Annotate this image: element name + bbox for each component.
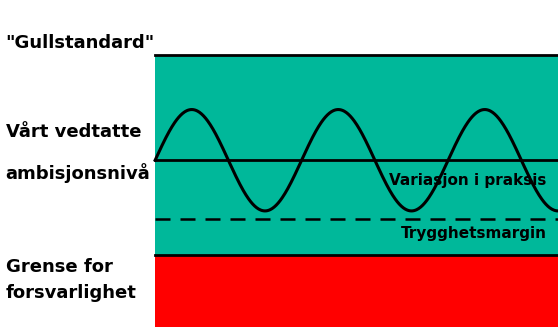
Text: Variasjon i praksis: Variasjon i praksis — [389, 173, 547, 188]
Text: "Gullstandard": "Gullstandard" — [6, 34, 155, 52]
Text: ambisjonsnivå: ambisjonsnivå — [6, 164, 150, 183]
Text: Trygghetsmargin: Trygghetsmargin — [401, 226, 547, 241]
Text: Grense for: Grense for — [6, 258, 113, 276]
Text: Vårt vedtatte: Vårt vedtatte — [6, 123, 141, 141]
Bar — [155, 55, 558, 255]
Text: forsvarlighet: forsvarlighet — [6, 284, 137, 302]
Bar — [155, 255, 558, 327]
